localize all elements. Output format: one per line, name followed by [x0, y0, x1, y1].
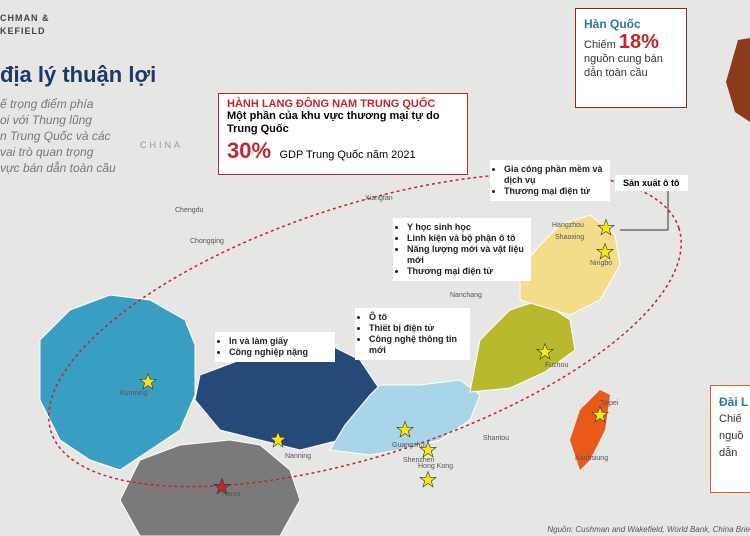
industry-item: Công nghệ thông tin mới [369, 334, 464, 356]
place-label: Kunming [120, 390, 148, 397]
place-label: Kaohsiung [575, 455, 608, 462]
source: Nguồn: Cushman and Wakefield, World Bank… [547, 525, 750, 534]
logo: CHMAN & KEFIELD [0, 12, 50, 38]
city-star [419, 440, 437, 458]
industry-item: Thiết bị điện tử [369, 323, 464, 334]
city-star [396, 420, 414, 438]
corridor-subtitle: Một phần của khu vực thương mại tự do Tr… [227, 110, 440, 135]
industry-item: Thương mại điện tử [504, 186, 604, 197]
place-label: Ningbo [590, 260, 612, 267]
fujian [469, 299, 576, 393]
logo-line: CHMAN & [0, 13, 50, 23]
heading-line: vai trò quan trọng [0, 145, 94, 159]
place-label: Fuzhou [545, 362, 568, 369]
vietnam [119, 439, 301, 536]
city-star [139, 372, 157, 390]
korea-share: 18% [618, 31, 659, 53]
korea-prefix: Chiếm [584, 39, 616, 51]
industry-item: Gia công phần mềm và dịch vụ [504, 164, 604, 186]
heading-line: ế trọng điểm phía [0, 97, 94, 111]
industry-list: Y học sinh họcLinh kiện và bộ phận ô tôN… [393, 218, 531, 281]
heading-title: địa lý thuận lợi [0, 62, 157, 87]
heading-line: oi với Thung lũng [0, 113, 92, 127]
taiwan-box: Đài L Chiế nguồ dẫn [710, 385, 750, 493]
city-star [596, 242, 614, 260]
industry-item: Sản xuất ô tô [615, 175, 688, 191]
place-label: Hong Kong [418, 463, 453, 470]
place-label: Guangzhou [392, 442, 428, 449]
heading-line: n Trung Quốc và các [0, 129, 111, 143]
industry-item: In và làm giấy [229, 336, 329, 347]
place-label: Hangzhou [552, 222, 584, 229]
taiwan-title: Đài L [719, 395, 749, 409]
industry-list: Ô tôThiết bị điện tửCông nghệ thông tin … [355, 308, 470, 360]
place-label: Hanoi [222, 491, 241, 498]
city-star [419, 470, 437, 488]
heading-text: ế trọng điểm phía oi với Thung lũng n Trun… [0, 96, 116, 176]
taiwan-line: dẫn [719, 447, 738, 459]
korea [726, 38, 750, 122]
corridor-title: HÀNH LANG ĐÔNG NAM TRUNG QUỐC [227, 98, 436, 110]
industry-item: Công nghiệp nặng [229, 347, 329, 358]
corridor-outline [48, 172, 682, 488]
heading-line: vực bán dẫn toàn cầu [0, 161, 116, 175]
corridor-box: HÀNH LANG ĐÔNG NAM TRUNG QUỐC Một phần c… [218, 93, 468, 175]
place-label: CHINA [140, 140, 183, 150]
place-label: Shantou [483, 435, 509, 442]
industry-item: Năng lượng mới và vật liệu mới [407, 244, 525, 266]
city-star [213, 477, 231, 495]
place-label: Xiangfan [365, 195, 393, 202]
industry-item: Linh kiện và bộ phận ô tô [407, 233, 525, 244]
city-star [597, 218, 615, 236]
corridor-share: 30% [227, 138, 272, 163]
city-star [591, 405, 609, 423]
taiwan-line: Chiế [719, 413, 742, 425]
yunnan [39, 294, 196, 471]
place-label: Nanchang [450, 292, 482, 299]
industry-item: Thương mại điện tử [407, 266, 525, 277]
korea-text: nguồn cung bán dẫn toàn cầu [584, 53, 663, 79]
place-label: Taipei [600, 400, 619, 407]
logo-line: KEFIELD [0, 26, 46, 36]
korea-title: Hàn Quốc [584, 17, 641, 31]
city-star [269, 430, 287, 448]
place-label: Nanning [285, 453, 311, 460]
korea-box: Hàn Quốc Chiếm 18% nguồn cung bán dẫn to… [575, 8, 687, 108]
city-star [536, 342, 554, 360]
industry-list: In và làm giấyCông nghiệp nặng [215, 332, 335, 362]
place-label: Chongqing [190, 238, 224, 245]
industry-item: Y học sinh học [407, 222, 525, 233]
corridor-share-label: GDP Trung Quốc năm 2021 [279, 149, 416, 161]
place-label: Shaoxing [555, 234, 584, 241]
taiwan-line: nguồ [719, 430, 744, 442]
place-label: Shenzhen [403, 457, 435, 464]
place-label: Chengdu [175, 207, 204, 214]
industry-list: Gia công phần mềm và dịch vụThương mại đ… [490, 160, 610, 201]
industry-item: Ô tô [369, 312, 464, 323]
